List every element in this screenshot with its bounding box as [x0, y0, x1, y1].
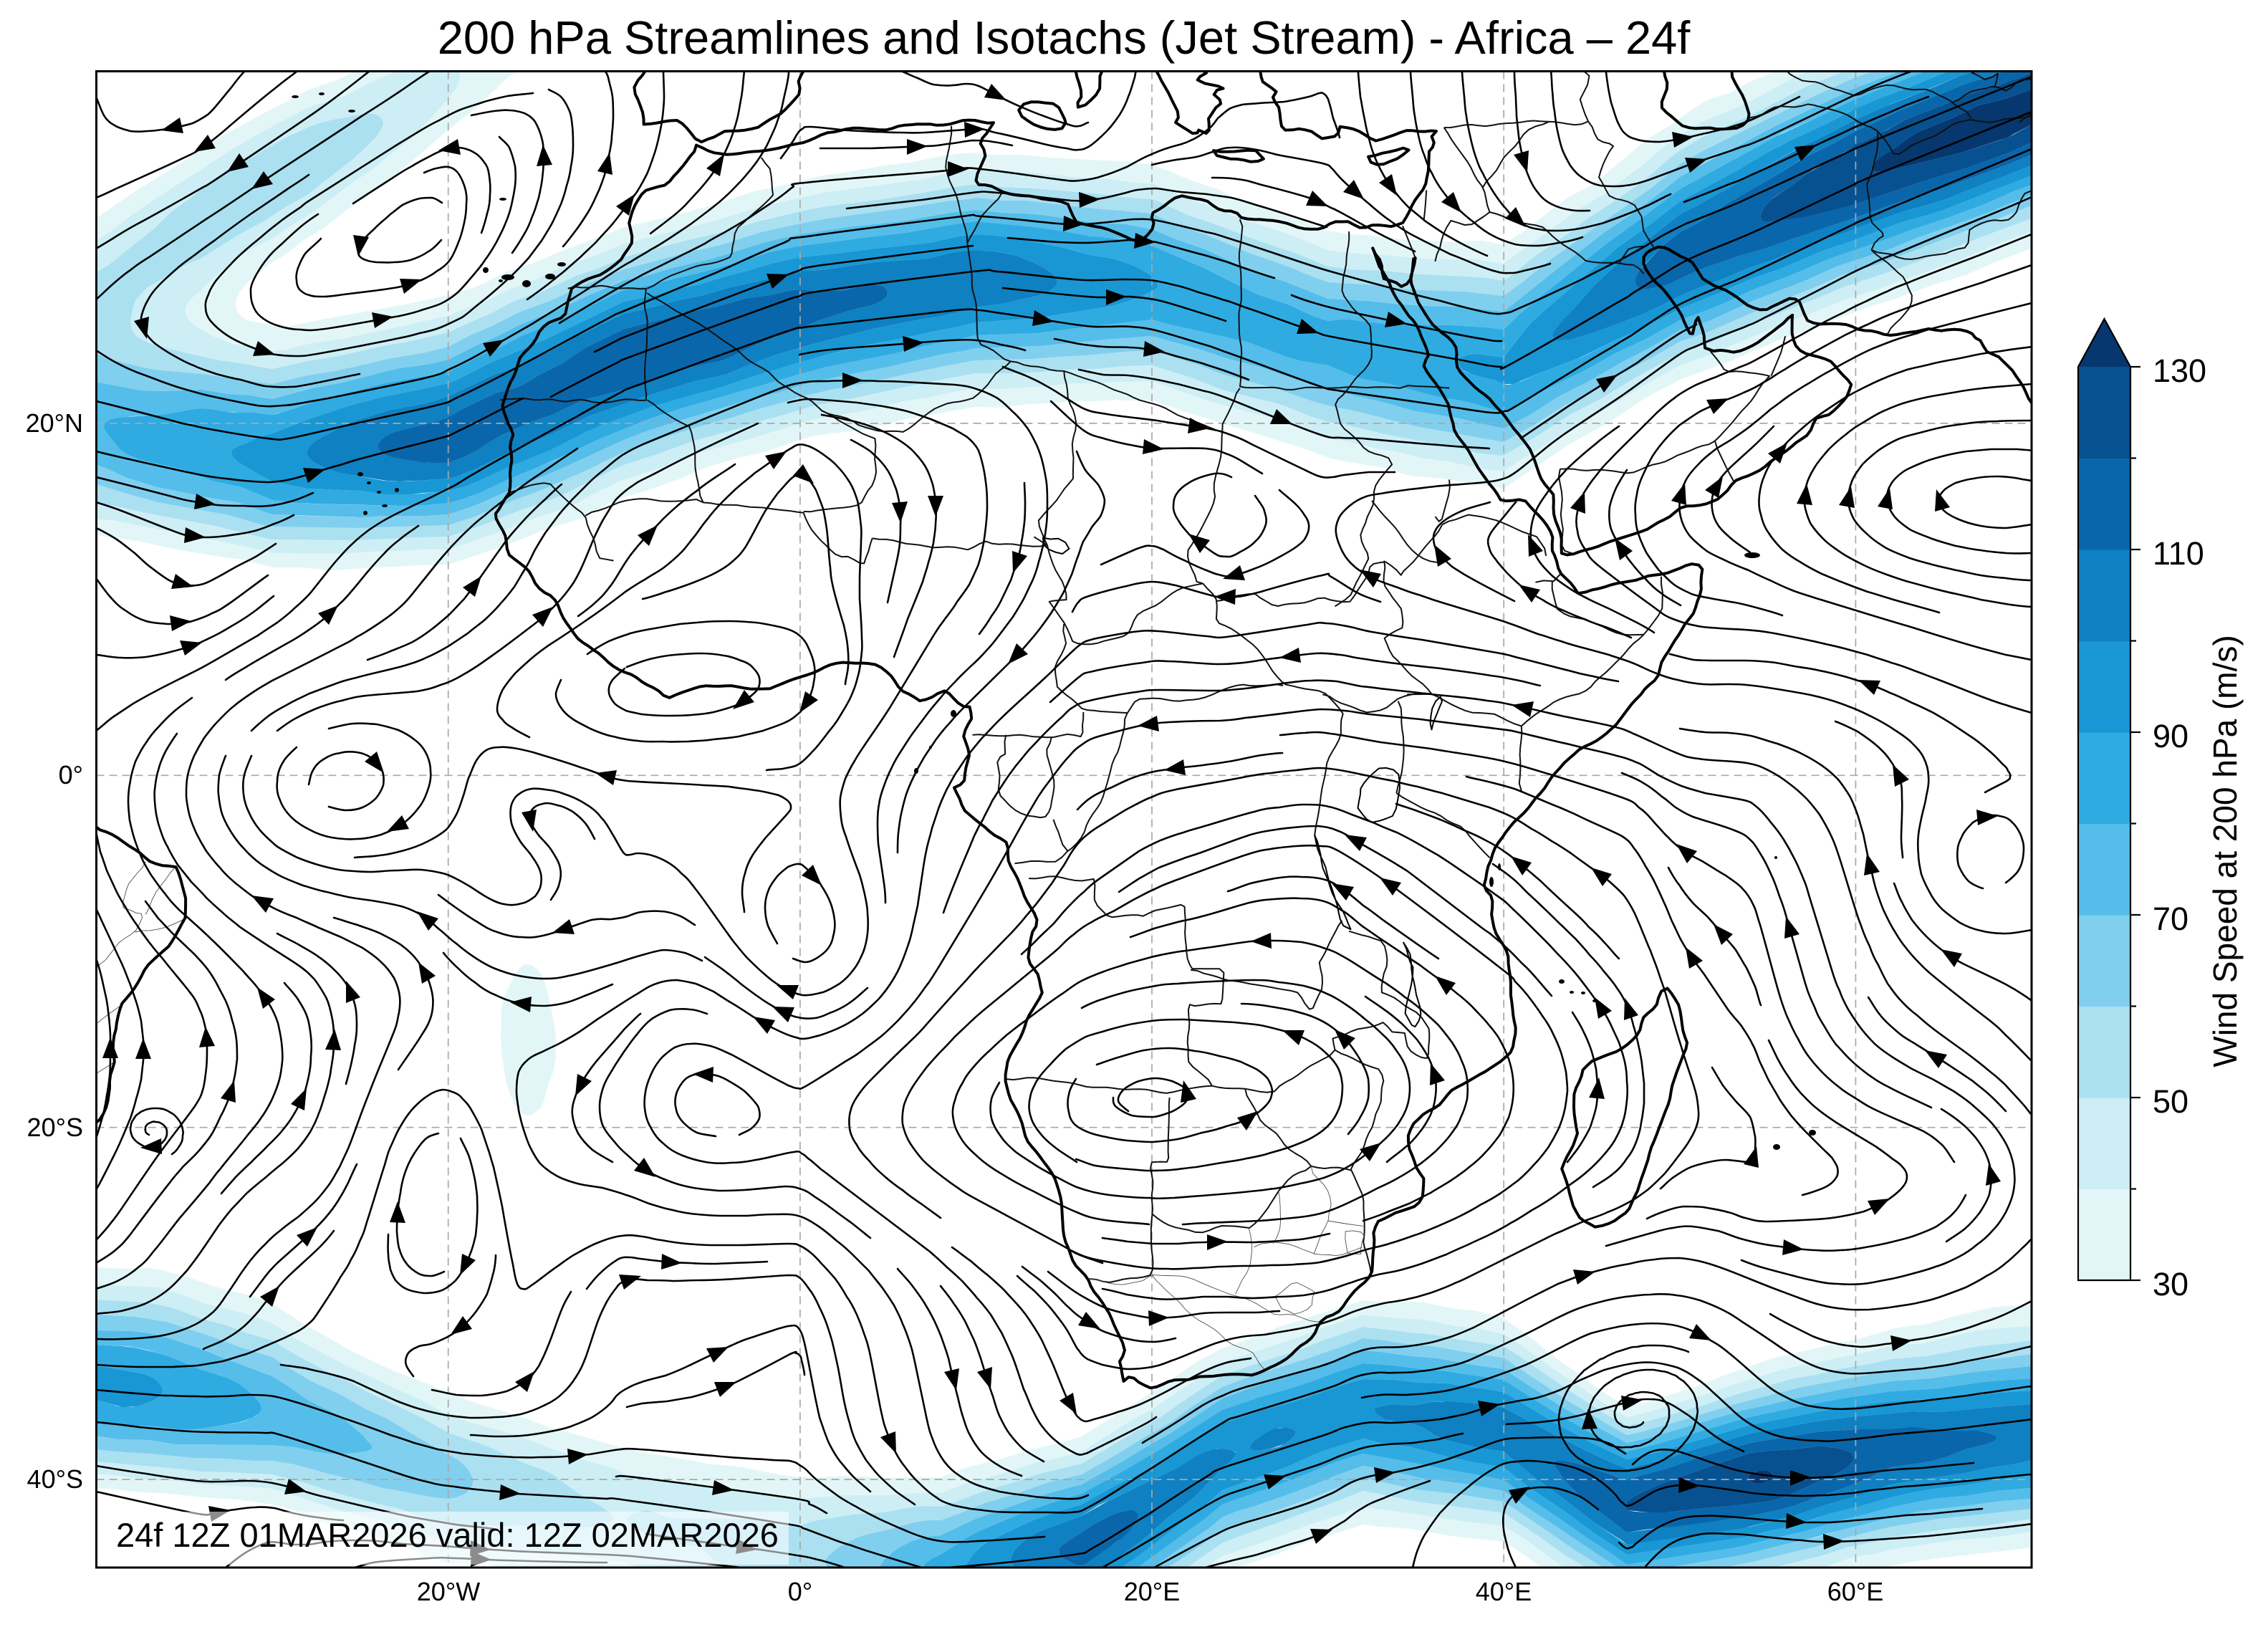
svg-text:70: 70 [2153, 901, 2188, 937]
svg-text:130: 130 [2153, 352, 2206, 389]
svg-text:0°: 0° [788, 1577, 812, 1606]
svg-text:20°E: 20°E [1124, 1577, 1180, 1606]
svg-text:Wind Speed at 200 hPa (m/s): Wind Speed at 200 hPa (m/s) [2206, 635, 2244, 1067]
svg-text:60°E: 60°E [1827, 1577, 1883, 1606]
svg-text:40°S: 40°S [27, 1464, 83, 1494]
svg-text:20°S: 20°S [27, 1113, 83, 1142]
svg-text:40°E: 40°E [1476, 1577, 1532, 1606]
svg-text:200 hPa Streamlines and Isotac: 200 hPa Streamlines and Isotachs (Jet St… [438, 11, 1691, 64]
svg-text:24f 12Z 01MAR2026 valid: 12Z 0: 24f 12Z 01MAR2026 valid: 12Z 02MAR2026 [116, 1516, 779, 1554]
svg-text:0°: 0° [59, 760, 83, 789]
svg-text:110: 110 [2153, 535, 2204, 572]
svg-text:30: 30 [2153, 1266, 2188, 1302]
svg-text:90: 90 [2153, 718, 2188, 754]
svg-text:20°N: 20°N [26, 408, 83, 438]
svg-text:20°W: 20°W [417, 1577, 480, 1606]
svg-text:50: 50 [2153, 1083, 2188, 1120]
